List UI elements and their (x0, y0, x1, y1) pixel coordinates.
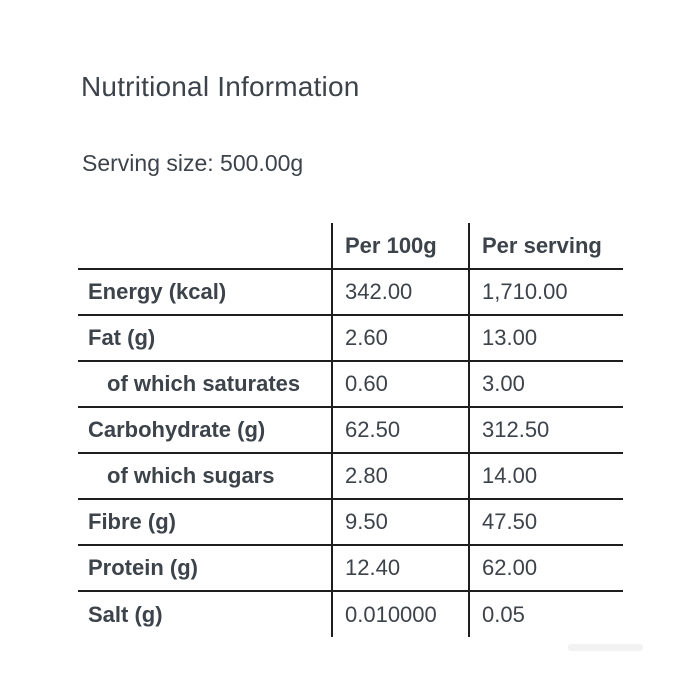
row-label: of which saturates (107, 371, 301, 396)
value-per-100g: 9.50 (331, 499, 469, 545)
value-per-serving: 1,710.00 (468, 269, 623, 315)
table-header-row: Per 100g Per serving (78, 223, 623, 269)
table-row-salt: Salt (g) 0.010000 0.05 (78, 591, 623, 637)
horizontal-scrollbar-thumb[interactable] (568, 644, 643, 651)
column-header-blank (78, 223, 332, 269)
table-row-protein: Protein (g) 12.40 62.00 (78, 545, 623, 591)
value-per-serving: 62.00 (468, 545, 623, 591)
value-per-100g: 0.60 (331, 361, 469, 407)
table-row-energy: Energy (kcal) 342.00 1,710.00 (78, 269, 623, 315)
value-per-100g: 342.00 (331, 269, 469, 315)
value-per-100g: 2.60 (331, 315, 469, 361)
row-label: Carbohydrate (g) (88, 417, 266, 442)
nutrition-table: Per 100g Per serving Energy (kcal) 342.0… (78, 223, 623, 637)
value-per-100g: 12.40 (331, 545, 469, 591)
row-label: Salt (g) (88, 601, 163, 627)
value-per-100g: 62.50 (331, 407, 469, 453)
row-label: of which sugars (107, 463, 275, 488)
value-per-serving: 312.50 (468, 407, 623, 453)
value-per-serving: 3.00 (468, 361, 623, 407)
table-row-carbohydrate: Carbohydrate (g) 62.50 312.50 (78, 407, 623, 453)
row-label: Fibre (g) (88, 509, 176, 534)
row-label: Energy (kcal) (88, 279, 227, 304)
serving-size-text: Serving size: 500.00g (82, 150, 304, 176)
column-header-per-serving: Per serving (468, 223, 623, 269)
column-header-per-100g: Per 100g (331, 223, 469, 269)
value-per-100g: 0.010000 (331, 591, 469, 637)
value-per-serving: 47.50 (468, 499, 623, 545)
page-title: Nutritional Information (81, 71, 360, 102)
table-row-fat: Fat (g) 2.60 13.00 (78, 315, 623, 361)
value-per-serving: 0.05 (468, 591, 623, 637)
row-label: Fat (g) (88, 325, 156, 350)
table-row-fibre: Fibre (g) 9.50 47.50 (78, 499, 623, 545)
value-per-100g: 2.80 (331, 453, 469, 499)
table-row-saturates: of which saturates 0.60 3.00 (78, 361, 623, 407)
table-row-sugars: of which sugars 2.80 14.00 (78, 453, 623, 499)
value-per-serving: 14.00 (468, 453, 623, 499)
value-per-serving: 13.00 (468, 315, 623, 361)
row-label: Protein (g) (88, 555, 198, 580)
